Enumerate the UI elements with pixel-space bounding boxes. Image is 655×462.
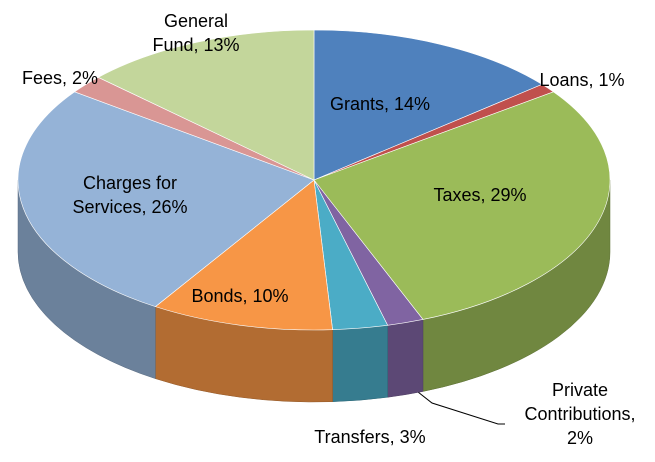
category-label: Taxes,: [433, 185, 486, 205]
data-label: Transfers, 3%: [290, 425, 450, 449]
slice: [17, 91, 315, 307]
data-label: Charges for Services, 26%: [50, 171, 210, 219]
value-label: 29%: [490, 185, 527, 205]
category-label: Transfers,: [314, 427, 395, 447]
value-label: 2%: [566, 428, 593, 448]
value-label: 14%: [394, 94, 431, 114]
pie: [17, 29, 611, 403]
value-label: 13%: [203, 35, 240, 55]
value-label: 2%: [72, 68, 99, 88]
category-label: Private Contributions,: [524, 380, 636, 424]
value-label: 26%: [151, 197, 188, 217]
category-label: Grants,: [329, 94, 389, 114]
value-label: 3%: [399, 427, 426, 447]
value-label: 1%: [598, 70, 625, 90]
slice: [313, 29, 543, 181]
data-label: Private Contributions, 2%: [520, 378, 640, 450]
value-label: 10%: [252, 286, 289, 306]
data-label: Taxes, 29%: [410, 183, 550, 207]
slice: [313, 91, 611, 320]
category-label: Loans,: [539, 70, 594, 90]
slice: [97, 29, 315, 181]
category-label: General Fund,: [152, 11, 229, 55]
slice-wall: [332, 325, 388, 402]
data-label: Loans, 1%: [522, 68, 642, 92]
data-label: Bonds, 10%: [170, 284, 310, 308]
category-label: Fees,: [21, 68, 67, 88]
category-label: Charges for Services,: [72, 173, 178, 217]
leader-line: [417, 391, 505, 425]
slice: [154, 179, 333, 331]
data-label: General Fund, 13%: [141, 9, 251, 57]
category-label: Bonds,: [191, 286, 248, 306]
slice-wall: [387, 319, 424, 398]
data-label: Fees, 2%: [10, 66, 110, 90]
data-label: Grants, 14%: [310, 92, 450, 116]
